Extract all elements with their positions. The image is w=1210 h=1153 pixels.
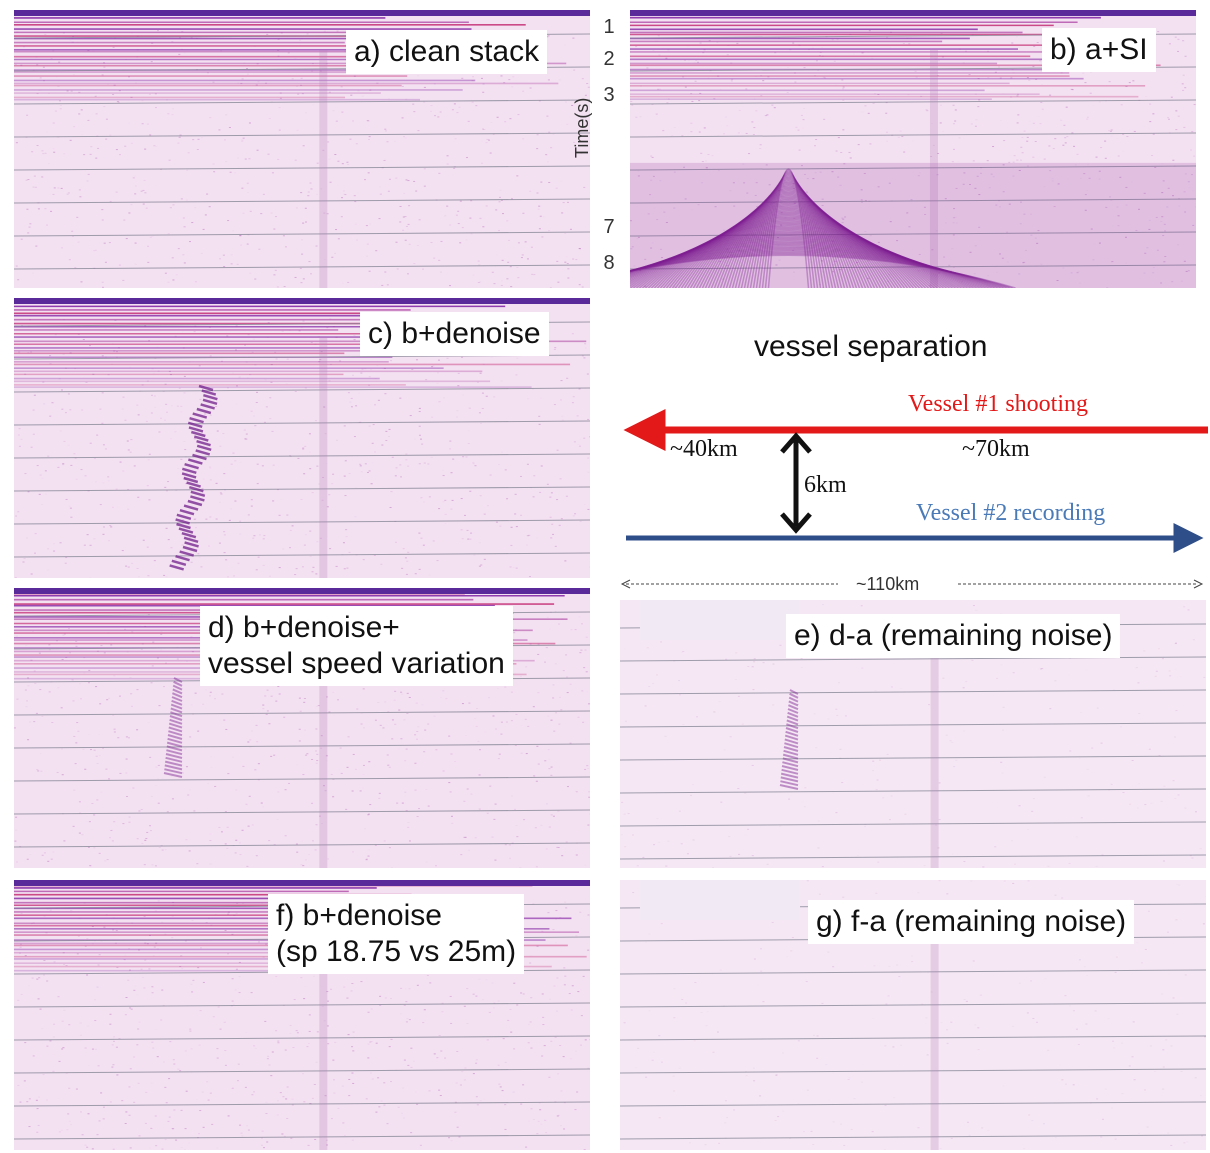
distance-right-label: ~70km — [962, 436, 1030, 462]
time-tick-8: 8 — [603, 252, 615, 274]
panel-label-a: a) clean stack — [346, 30, 548, 74]
diagram-title: vessel separation — [754, 330, 988, 363]
vessel1-label: Vessel #1 shooting — [908, 391, 1088, 417]
seismic-panel-d: d) b+denoise+ vessel speed variation — [14, 588, 590, 868]
panel-label-c: c) b+denoise — [360, 312, 549, 356]
panel-label-d: d) b+denoise+ vessel speed variation — [200, 606, 513, 686]
total-distance-label: ~110km — [856, 574, 920, 594]
seismic-panel-e: e) d-a (remaining noise) — [620, 600, 1206, 868]
total-distance-line — [620, 579, 1204, 589]
panel-label-e: e) d-a (remaining noise) — [786, 614, 1121, 658]
panel-label-g: g) f-a (remaining noise) — [808, 900, 1135, 944]
seismic-panel-f: f) b+denoise (sp 18.75 vs 25m) — [14, 880, 590, 1150]
seismic-panel-g: g) f-a (remaining noise) — [620, 880, 1206, 1150]
time-tick-2: 2 — [603, 48, 615, 70]
vessel2-label: Vessel #2 recording — [916, 500, 1106, 526]
separation-arrow — [780, 432, 812, 534]
time-tick-3: 3 — [603, 84, 615, 106]
panel-label-b: b) a+SI — [1042, 28, 1156, 72]
seismic-panel-a: a) clean stack — [14, 10, 590, 288]
distance-left-label: ~40km — [670, 436, 738, 462]
separation-label: 6km — [804, 472, 847, 498]
vessel-diagram-graphics — [620, 409, 1208, 589]
time-tick-1: 1 — [603, 16, 615, 38]
time-tick-7: 7 — [603, 216, 615, 238]
seismic-panel-b: b) a+SI — [630, 10, 1196, 288]
panel-label-f: f) b+denoise (sp 18.75 vs 25m) — [268, 894, 525, 974]
seismic-panel-c: c) b+denoise — [14, 298, 590, 578]
